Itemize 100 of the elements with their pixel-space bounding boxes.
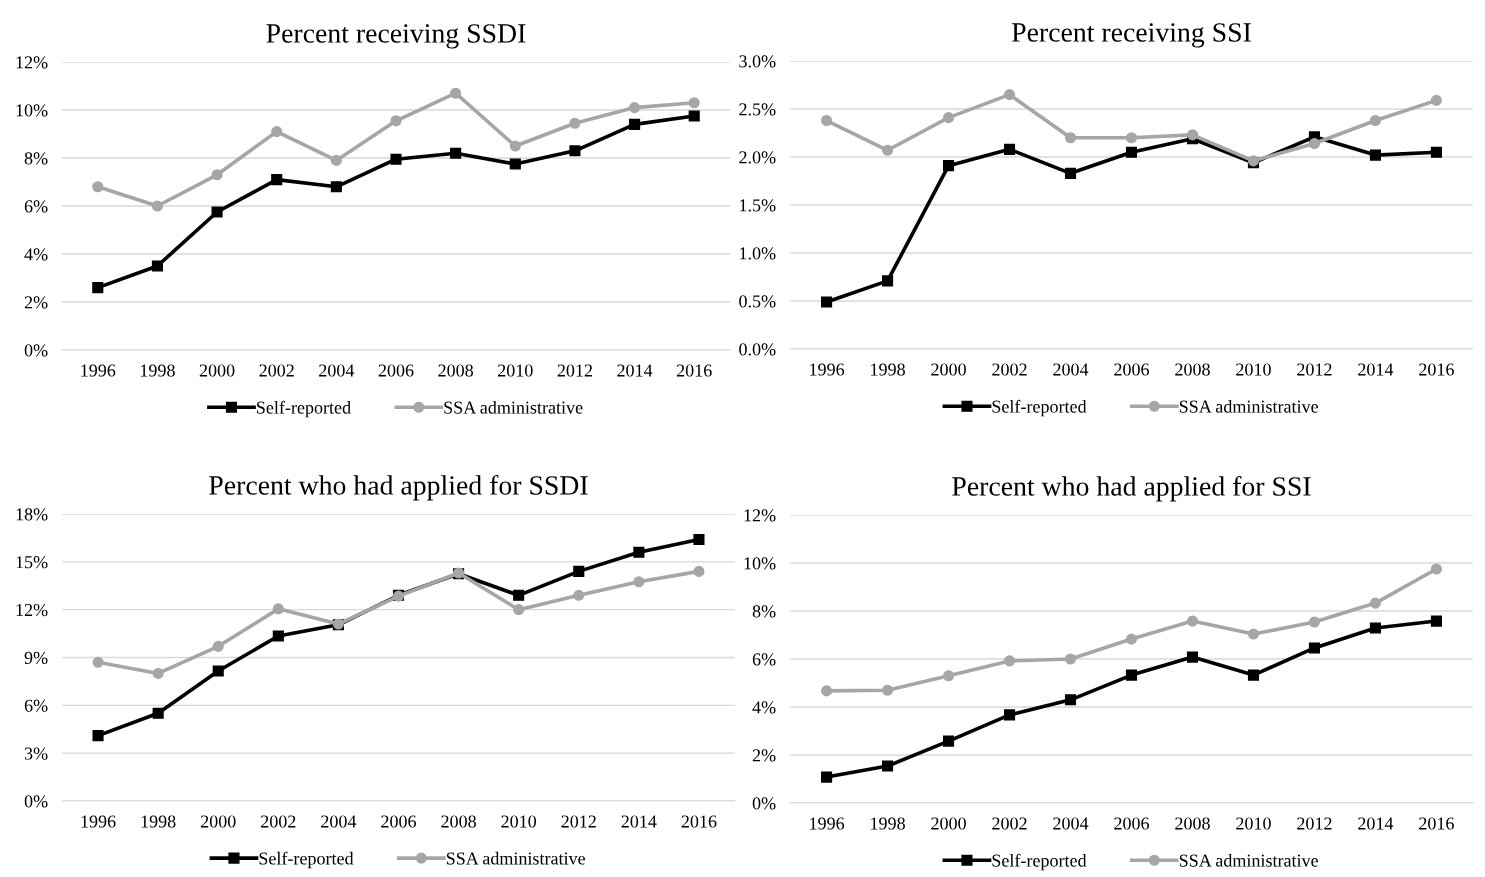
point [1247, 669, 1260, 681]
x-tick-label: 2016 [676, 364, 712, 377]
chart-title: Percent who had applied for SSDI [209, 475, 588, 501]
x-tick-label: 1996 [810, 363, 845, 376]
y-tick-label: 15% [16, 556, 48, 569]
x-tick-label: 2000 [931, 363, 966, 376]
y-tick-label: 12% [16, 56, 48, 69]
point [1369, 149, 1381, 161]
y-tick-label: 6% [752, 653, 776, 666]
point [212, 640, 224, 652]
x-tick-label: 2008 [438, 364, 474, 377]
y-tick-label: 2% [752, 749, 776, 762]
point [882, 760, 894, 772]
point [1064, 653, 1077, 665]
y-tick-label: 6% [24, 200, 48, 213]
x-tick-label: 2000 [200, 815, 236, 828]
point [1430, 146, 1442, 158]
point [942, 735, 955, 747]
point [509, 158, 521, 170]
y-tick-label: 0% [24, 795, 48, 808]
point [92, 282, 104, 294]
legend-label: SSA administrative [444, 400, 583, 414]
point [272, 603, 284, 615]
point [513, 589, 525, 601]
x-tick-label: 2016 [681, 815, 717, 828]
x-tick-label: 2016 [1419, 817, 1454, 830]
x-tick-label: 2006 [378, 364, 414, 377]
y-tick-label: 10% [16, 104, 48, 117]
point [1186, 615, 1199, 627]
x-tick-label: 2002 [992, 363, 1027, 376]
point [272, 630, 284, 642]
legend-label: Self-reported [259, 851, 354, 869]
point [633, 546, 645, 558]
point [390, 153, 402, 165]
y-tick-label: 6% [24, 699, 48, 712]
x-tick-label: 2016 [1419, 363, 1454, 376]
point [1003, 89, 1016, 101]
point [513, 604, 525, 616]
point [509, 140, 521, 152]
point [450, 147, 462, 159]
legend-label: Self-reported [992, 853, 1087, 871]
x-tick-label: 1998 [871, 817, 905, 830]
x-tick-label: 2004 [1053, 817, 1089, 830]
point [1064, 694, 1077, 706]
x-tick-label: 2006 [1114, 363, 1150, 376]
x-tick-label: 2008 [1175, 817, 1210, 830]
point [1369, 622, 1381, 634]
point [882, 275, 894, 287]
point [1430, 615, 1442, 627]
x-tick-label: 2002 [261, 815, 296, 828]
point [1308, 138, 1321, 150]
x-tick-label: 1996 [810, 817, 845, 830]
point [821, 114, 833, 127]
y-tick-label: 18% [16, 508, 48, 521]
point [1308, 616, 1321, 628]
point [882, 144, 894, 156]
point [390, 115, 402, 127]
point [1186, 129, 1199, 141]
x-tick-label: 2002 [992, 817, 1027, 830]
x-tick-label: 1998 [140, 364, 175, 377]
point [569, 117, 581, 129]
y-tick-label: 8% [24, 152, 48, 165]
legend-label: Self-reported [257, 400, 351, 418]
point [693, 533, 705, 546]
x-tick-label: 2010 [498, 364, 533, 377]
point [633, 576, 645, 588]
point [152, 707, 164, 719]
point [629, 118, 641, 130]
point [821, 296, 833, 308]
point [212, 665, 224, 677]
y-tick-label: 8% [752, 605, 776, 618]
y-tick-label: 0.0% [739, 343, 776, 356]
point [942, 160, 955, 172]
x-tick-label: 2014 [621, 815, 657, 828]
point [1064, 167, 1077, 179]
y-tick-label: 4% [752, 701, 776, 714]
y-tick-label: 0% [24, 344, 48, 357]
point [693, 565, 705, 577]
point [1247, 628, 1260, 640]
point [450, 87, 462, 99]
x-tick-label: 2014 [1358, 363, 1394, 376]
y-tick-label: 1.5% [740, 199, 776, 212]
point [942, 112, 955, 124]
x-tick-label: 2000 [199, 364, 235, 377]
y-tick-label: 10% [744, 557, 776, 570]
point [1430, 94, 1442, 106]
point [1003, 655, 1016, 667]
point [92, 730, 104, 742]
y-tick-label: 3.0% [739, 55, 776, 68]
legend-label: Self-reported [992, 399, 1087, 417]
point [573, 565, 585, 577]
point [882, 684, 894, 696]
point [211, 206, 223, 218]
point [151, 200, 163, 212]
x-tick-label: 1998 [871, 363, 905, 376]
y-tick-label: 2.0% [739, 151, 776, 164]
x-tick-label: 2014 [617, 364, 653, 377]
point [152, 667, 164, 680]
point [1125, 146, 1138, 158]
point [271, 174, 283, 186]
